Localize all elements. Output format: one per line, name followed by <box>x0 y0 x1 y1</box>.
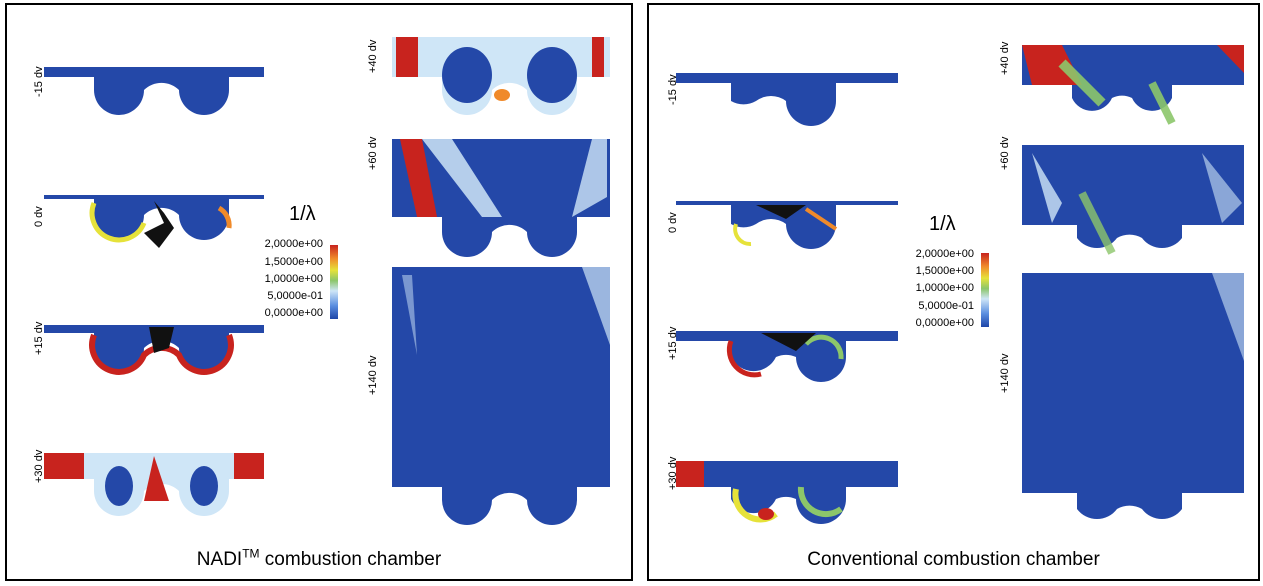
snapshot-0 <box>676 201 898 249</box>
crank-angle-label: +60 dv <box>999 136 1011 170</box>
snapshot-0 <box>44 195 264 248</box>
scale-tick: 2,0000e+00 <box>915 248 974 260</box>
crank-angle-label: +40 dv <box>367 39 379 73</box>
snapshot-plus15 <box>44 325 264 375</box>
snapshot-plus40 <box>1022 45 1244 125</box>
crank-angle-label: +60 dv <box>367 136 379 170</box>
snapshot-plus30 <box>44 453 264 516</box>
nadi-panel: -15 dv 0 dv +15 dv +30 dv +40 dv +60 dv <box>5 3 633 581</box>
crank-angle-label: +140 dv <box>367 355 379 395</box>
crank-angle-label: +140 dv <box>999 353 1011 393</box>
scale-tick: 1,0000e+00 <box>915 282 974 294</box>
panel-caption: NADITM combustion chamber <box>196 546 442 570</box>
panel-caption: Conventional combustion chamber <box>807 549 1100 570</box>
scale-tick: 0,0000e+00 <box>915 317 974 329</box>
snapshot-plus140 <box>1022 273 1244 519</box>
scale-tick: 0,0000e+00 <box>264 307 323 319</box>
conventional-panel: -15 dv 0 dv +15 dv +30 dv +40 dv +60 dv <box>647 3 1260 581</box>
scale-tick: 5,0000e-01 <box>918 300 974 312</box>
snapshot-plus15 <box>676 331 898 382</box>
scale-tick: 1,5000e+00 <box>915 265 974 277</box>
snapshot-plus60 <box>392 139 610 257</box>
snapshot-plus40 <box>392 37 610 115</box>
scale-title: 1/λ <box>929 213 956 235</box>
snapshot-plus30 <box>676 461 898 524</box>
snapshot-minus15 <box>676 73 898 126</box>
scale-tick: 1,5000e+00 <box>264 256 323 268</box>
snapshot-plus60 <box>1022 145 1244 255</box>
snapshot-minus15 <box>44 67 264 115</box>
scale-tick: 2,0000e+00 <box>264 238 323 250</box>
scale-tick: 1,0000e+00 <box>264 273 323 285</box>
snapshot-plus140 <box>392 267 610 525</box>
scale-tick: 5,0000e-01 <box>267 290 323 302</box>
color-scale-bar <box>981 253 989 327</box>
crank-angle-label: +40 dv <box>999 41 1011 75</box>
scale-title: 1/λ <box>289 203 316 225</box>
color-scale-bar <box>330 245 338 319</box>
